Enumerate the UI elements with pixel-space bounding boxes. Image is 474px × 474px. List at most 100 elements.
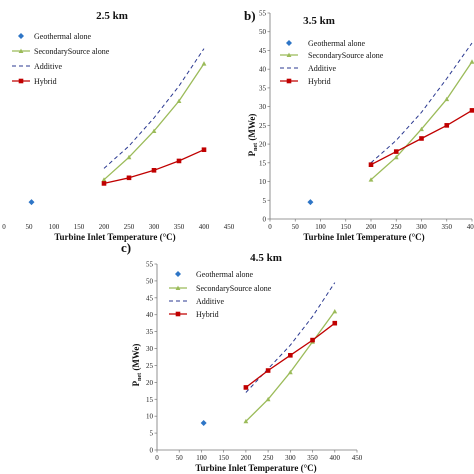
data-point xyxy=(332,320,338,326)
y-tick-label: 15 xyxy=(146,396,154,404)
legend-marker xyxy=(18,78,24,84)
data-point xyxy=(444,123,450,128)
x-tick-label: 50 xyxy=(292,223,300,231)
legend-geothermal-label: Geothermal alone xyxy=(34,32,92,41)
data-point xyxy=(176,98,182,104)
y-tick-label: 20 xyxy=(259,141,267,149)
panel-c-legend: Geothermal alone SecondarySource alone A… xyxy=(196,270,272,319)
legend-marker xyxy=(18,33,24,39)
panel-b-y-axis-label: Pnet (MWe) xyxy=(247,114,259,157)
data-point xyxy=(28,199,35,206)
y-tick-label: 50 xyxy=(259,28,267,36)
x-tick-label: 0 xyxy=(268,223,272,231)
y-tick-label: 25 xyxy=(259,122,267,130)
x-tick-label: 200 xyxy=(241,454,252,462)
legend-additive-label: Additive xyxy=(308,64,336,73)
y-tick-label: 25 xyxy=(146,362,154,370)
legend-item-secondary: SecondarySource alone xyxy=(196,284,272,293)
data-point xyxy=(126,175,132,181)
legend-swatch xyxy=(12,78,30,84)
data-point xyxy=(265,396,271,402)
data-point xyxy=(201,147,207,153)
legend-swatch xyxy=(280,52,298,57)
legend-item-hybrid: Hybrid xyxy=(196,310,219,319)
legend-swatch xyxy=(175,271,181,277)
y-tick-label: 5 xyxy=(150,430,154,438)
series-line xyxy=(370,42,473,164)
data-point xyxy=(469,59,474,64)
x-tick-label: 0 xyxy=(155,454,159,462)
x-tick-label: 50 xyxy=(26,223,34,231)
data-point xyxy=(393,154,399,160)
panel-b-title: 3.5 km xyxy=(303,15,335,27)
legend-hybrid-label: Hybrid xyxy=(34,77,57,86)
legend-secondary-label: SecondarySource alone xyxy=(34,47,110,56)
legend-item-geothermal: Geothermal alone xyxy=(196,270,254,279)
y-tick-label: 55 xyxy=(259,10,267,18)
data-point xyxy=(444,96,450,102)
panel-a-legend: Geothermal alone SecondarySource alone A… xyxy=(34,32,110,86)
panel-c-x-axis-label: Turbine Inlet Temperature (°C) xyxy=(195,463,316,473)
data-point xyxy=(176,158,182,164)
legend-item-hybrid: Hybrid xyxy=(308,77,331,86)
x-tick-label: 150 xyxy=(341,223,352,231)
series-geothermal-alone xyxy=(307,199,314,206)
series-hybrid xyxy=(368,108,474,167)
legend-marker xyxy=(286,52,292,57)
data-point xyxy=(393,149,399,154)
x-tick-label: 350 xyxy=(442,223,453,231)
series-secondarysource-alone xyxy=(101,61,207,182)
y-tick-label: 35 xyxy=(146,328,154,336)
series-geothermal-alone xyxy=(28,199,35,206)
legend-item-geothermal: Geothermal alone xyxy=(34,32,92,41)
panel-c-title: 4.5 km xyxy=(250,252,282,264)
series-line xyxy=(245,310,336,422)
panel-b-x-axis-label: Turbine Inlet Temperature (°C) xyxy=(303,232,424,242)
panel-b-plot-area: 0 50 100 150 200 250 300 350 400 0 5 10 15 20 25 30 35 40… xyxy=(259,10,474,231)
legend-marker xyxy=(286,78,292,84)
legend-swatch xyxy=(169,285,187,290)
series-line xyxy=(103,63,205,181)
legend-marker xyxy=(18,48,24,53)
data-point xyxy=(419,136,424,141)
data-point xyxy=(126,154,132,160)
x-tick-label: 100 xyxy=(315,223,326,231)
series-line xyxy=(370,61,473,181)
data-point xyxy=(368,162,374,167)
y-tick-label: 40 xyxy=(146,311,154,319)
legend-additive-label: Additive xyxy=(34,62,62,71)
legend-hybrid-label: Hybrid xyxy=(308,77,331,86)
x-tick-label: 450 xyxy=(352,454,363,462)
y-tick-label: 20 xyxy=(146,379,154,387)
legend-swatch xyxy=(286,40,292,46)
y-tick-label: 15 xyxy=(259,159,267,167)
x-tick-label: 250 xyxy=(263,454,274,462)
legend-item-secondary: SecondarySource alone xyxy=(34,47,110,56)
y-tick-label: 5 xyxy=(263,197,267,205)
data-point xyxy=(101,181,107,186)
data-point xyxy=(307,199,314,206)
x-tick-label: 400 xyxy=(199,223,210,231)
panel-a-title: 2.5 km xyxy=(96,10,128,22)
series-hybrid xyxy=(243,320,338,390)
data-point xyxy=(368,177,374,182)
legend-swatch xyxy=(169,311,187,317)
y-tick-label: 0 xyxy=(263,216,267,224)
data-point xyxy=(243,385,249,390)
x-tick-label: 300 xyxy=(149,223,160,231)
legend-marker xyxy=(286,40,292,46)
x-tick-label: 50 xyxy=(176,454,184,462)
panel-a-plot-area: 0 50 100 150 200 250 300 350 400 450 xyxy=(2,33,235,231)
data-point xyxy=(151,128,157,133)
x-tick-label: 200 xyxy=(366,223,377,231)
legend-additive-label: Additive xyxy=(196,297,224,306)
data-point xyxy=(201,61,207,66)
chart-panel-c: c) 4.5 km 0 50 100 150 200 250 300 350 400 450 0 5 1… xyxy=(121,240,363,473)
series-additive xyxy=(245,282,336,393)
y-tick-label: 50 xyxy=(146,277,154,285)
x-tick-label: 350 xyxy=(174,223,185,231)
legend-marker xyxy=(175,311,181,317)
data-point xyxy=(332,308,338,314)
series-secondarysource-alone xyxy=(243,308,338,424)
